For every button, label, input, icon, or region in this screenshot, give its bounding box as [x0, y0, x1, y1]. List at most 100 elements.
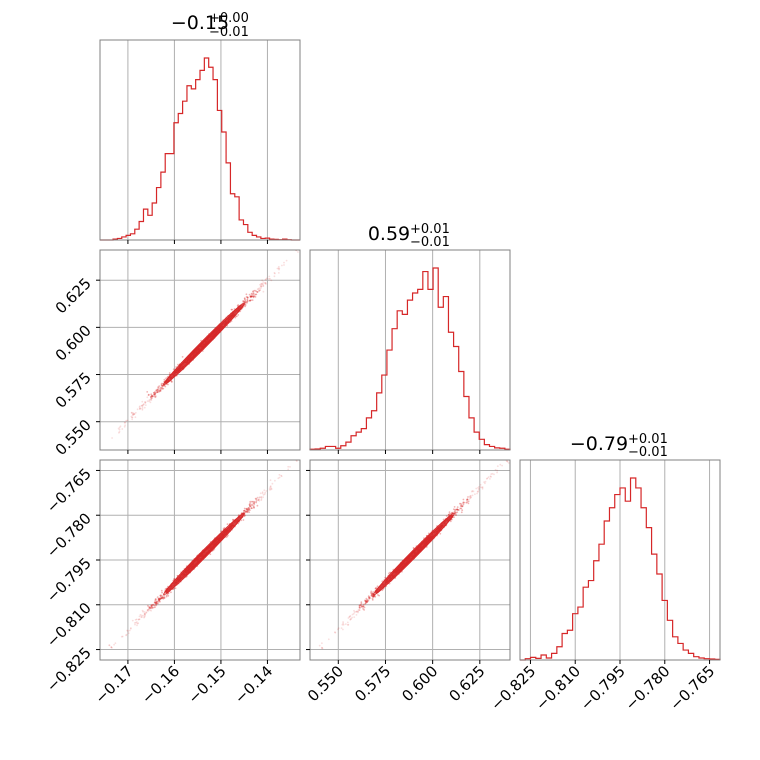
ytick-label-2-0: −0.825 — [43, 644, 95, 696]
sample-point — [131, 411, 133, 414]
sample-point — [246, 297, 249, 299]
sample-point — [150, 399, 153, 401]
sample-point — [243, 298, 246, 300]
sample-point — [262, 290, 265, 293]
sample-point — [365, 600, 368, 603]
sample-point — [170, 380, 173, 383]
sample-point — [154, 599, 157, 601]
sample-point — [342, 621, 344, 623]
sample-point — [353, 616, 356, 618]
sample-point — [237, 304, 240, 306]
sample-point — [162, 597, 165, 599]
sample-point — [243, 300, 246, 303]
sample-point — [255, 498, 258, 501]
sample-point — [252, 502, 255, 505]
sample-point — [124, 424, 126, 427]
sample-point — [468, 495, 471, 498]
sample-point — [141, 616, 143, 619]
sample-point — [353, 609, 355, 612]
sample-point — [472, 490, 475, 493]
sample-point — [160, 597, 162, 600]
sample-point — [136, 622, 139, 625]
sample-point — [146, 609, 149, 612]
ytick-label-1-0: 0.550 — [52, 416, 95, 459]
sample-point — [370, 593, 373, 596]
sample-point — [264, 283, 267, 285]
sample-point — [276, 267, 279, 270]
sample-point — [149, 395, 152, 398]
title-param-0-plus: +0.00 — [209, 11, 249, 26]
sample-point — [148, 606, 151, 609]
sample-point — [370, 592, 373, 594]
sample-point — [280, 474, 282, 477]
sample-point — [252, 296, 255, 299]
sample-point — [151, 604, 154, 606]
sample-point — [262, 285, 265, 287]
sample-point — [156, 388, 159, 391]
sample-point — [360, 602, 363, 605]
sample-point — [110, 646, 113, 649]
sample-point — [366, 598, 369, 601]
sample-point — [160, 595, 162, 598]
sample-point — [277, 272, 280, 274]
xtick-label-1-1: 0.575 — [351, 662, 394, 705]
sample-point — [252, 290, 255, 292]
sample-point — [371, 593, 374, 596]
sample-point — [177, 363, 179, 366]
sample-point — [453, 516, 455, 519]
sample-point — [265, 490, 268, 492]
sample-point — [260, 285, 263, 288]
sample-point — [262, 283, 264, 285]
sample-point — [461, 505, 464, 508]
sample-point — [111, 437, 113, 439]
sample-point — [245, 293, 248, 296]
sample-point — [160, 382, 163, 385]
sample-point — [321, 647, 323, 649]
sample-point — [149, 607, 152, 610]
ytick-label-1-1: 0.575 — [52, 369, 95, 412]
sample-point — [265, 278, 267, 281]
sample-point — [245, 508, 248, 510]
sample-point — [358, 606, 361, 609]
sample-point — [134, 618, 137, 621]
sample-point — [363, 606, 366, 609]
sample-point — [471, 494, 474, 497]
sample-point — [371, 595, 374, 598]
sample-point — [154, 391, 156, 393]
sample-point — [456, 508, 458, 511]
sample-point — [283, 261, 285, 264]
sample-point — [130, 415, 133, 418]
sample-point — [439, 532, 442, 535]
sample-point — [355, 610, 358, 613]
sample-point — [260, 284, 263, 287]
sample-point — [146, 396, 149, 399]
sample-point — [297, 251, 299, 253]
sample-point — [254, 296, 257, 298]
sample-point — [251, 299, 254, 301]
sample-point — [506, 460, 509, 463]
sample-point — [349, 615, 351, 618]
sample-point — [460, 511, 463, 514]
sample-point — [131, 412, 134, 415]
sample-point — [372, 595, 375, 598]
sample-point — [484, 482, 486, 485]
sample-point — [256, 497, 259, 499]
density-core — [165, 514, 243, 594]
sample-point — [159, 389, 162, 392]
sample-point — [469, 496, 472, 499]
sample-point — [471, 490, 474, 492]
sample-point — [266, 277, 268, 280]
sample-point — [494, 468, 497, 471]
sample-point — [161, 385, 164, 388]
sample-point — [125, 419, 128, 422]
sample-point — [136, 408, 139, 411]
sample-point — [153, 395, 155, 398]
sample-point — [274, 479, 276, 482]
sample-point — [152, 606, 155, 609]
sample-point — [321, 647, 324, 650]
sample-point — [159, 386, 162, 389]
sample-point — [459, 507, 462, 510]
sample-point — [355, 610, 358, 613]
sample-point — [209, 553, 212, 556]
density-core — [375, 514, 453, 594]
